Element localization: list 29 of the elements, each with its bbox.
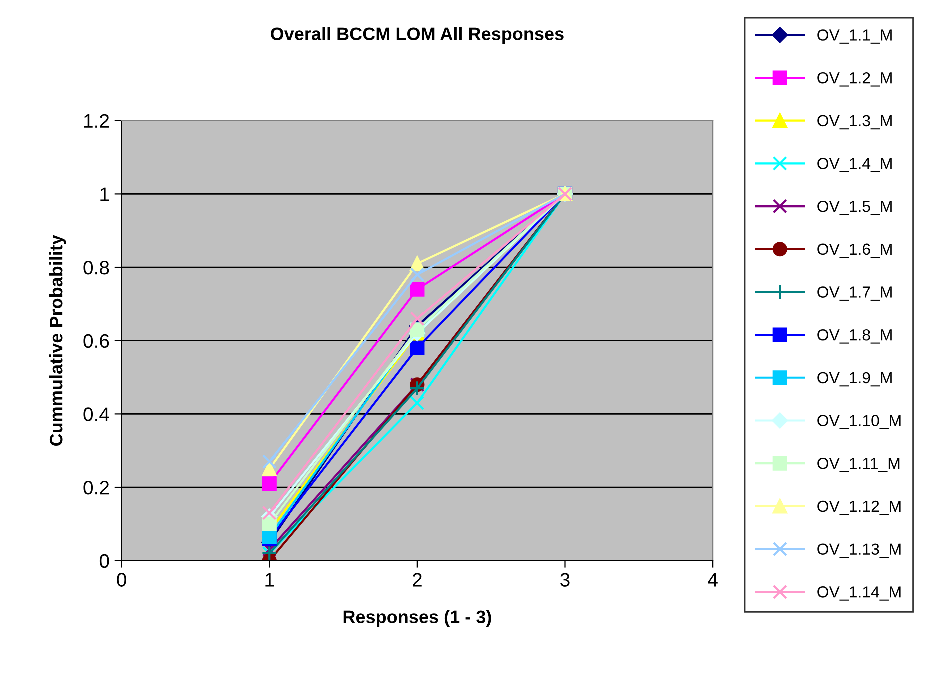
legend-label: OV_1.8_M [818,329,892,344]
legend-label: OV_1.5_M [818,200,892,216]
legend-label: OV_1.10_M [818,415,901,430]
y-tick-label: 0 [100,554,110,568]
legend-label: OV_1.4_M [818,158,892,172]
y-tick-label: 0.2 [84,480,110,495]
x-tick-label: 1 [266,573,274,587]
legend-label: OV_1.13_M [818,544,901,558]
legend-label: OV_1.6_M [818,244,892,258]
x-tick-label: 4 [708,573,718,587]
legend-label: OV_1.2_M [818,72,892,87]
legend-label: OV_1.1_M [818,30,892,44]
legend-label: OV_1.14_M [818,586,901,601]
y-tick-label: 1.2 [84,114,110,128]
x-tick-label: 0 [117,573,126,587]
x-tick-label: 3 [560,573,570,587]
chart-title: Overall BCCM LOM All Responses [271,27,564,44]
legend-label: OV_1.12_M [818,500,901,516]
x-tick-label: 2 [413,573,422,587]
y-tick-label: 0.6 [84,334,110,348]
y-tick-label: 0.4 [84,408,110,422]
legend-label: OV_1.7_M [818,286,892,301]
legend-label: OV_1.11_M [818,458,900,472]
legend-label: OV_1.3_M [818,115,892,130]
legend-label: OV_1.9_M [818,372,892,387]
x-axis-title: Responses (1 - 3) [344,610,492,628]
y-tick-label: 0.8 [84,260,110,275]
y-axis-title: Cummulative Probability [49,235,66,446]
y-tick-label: 1 [100,188,110,202]
